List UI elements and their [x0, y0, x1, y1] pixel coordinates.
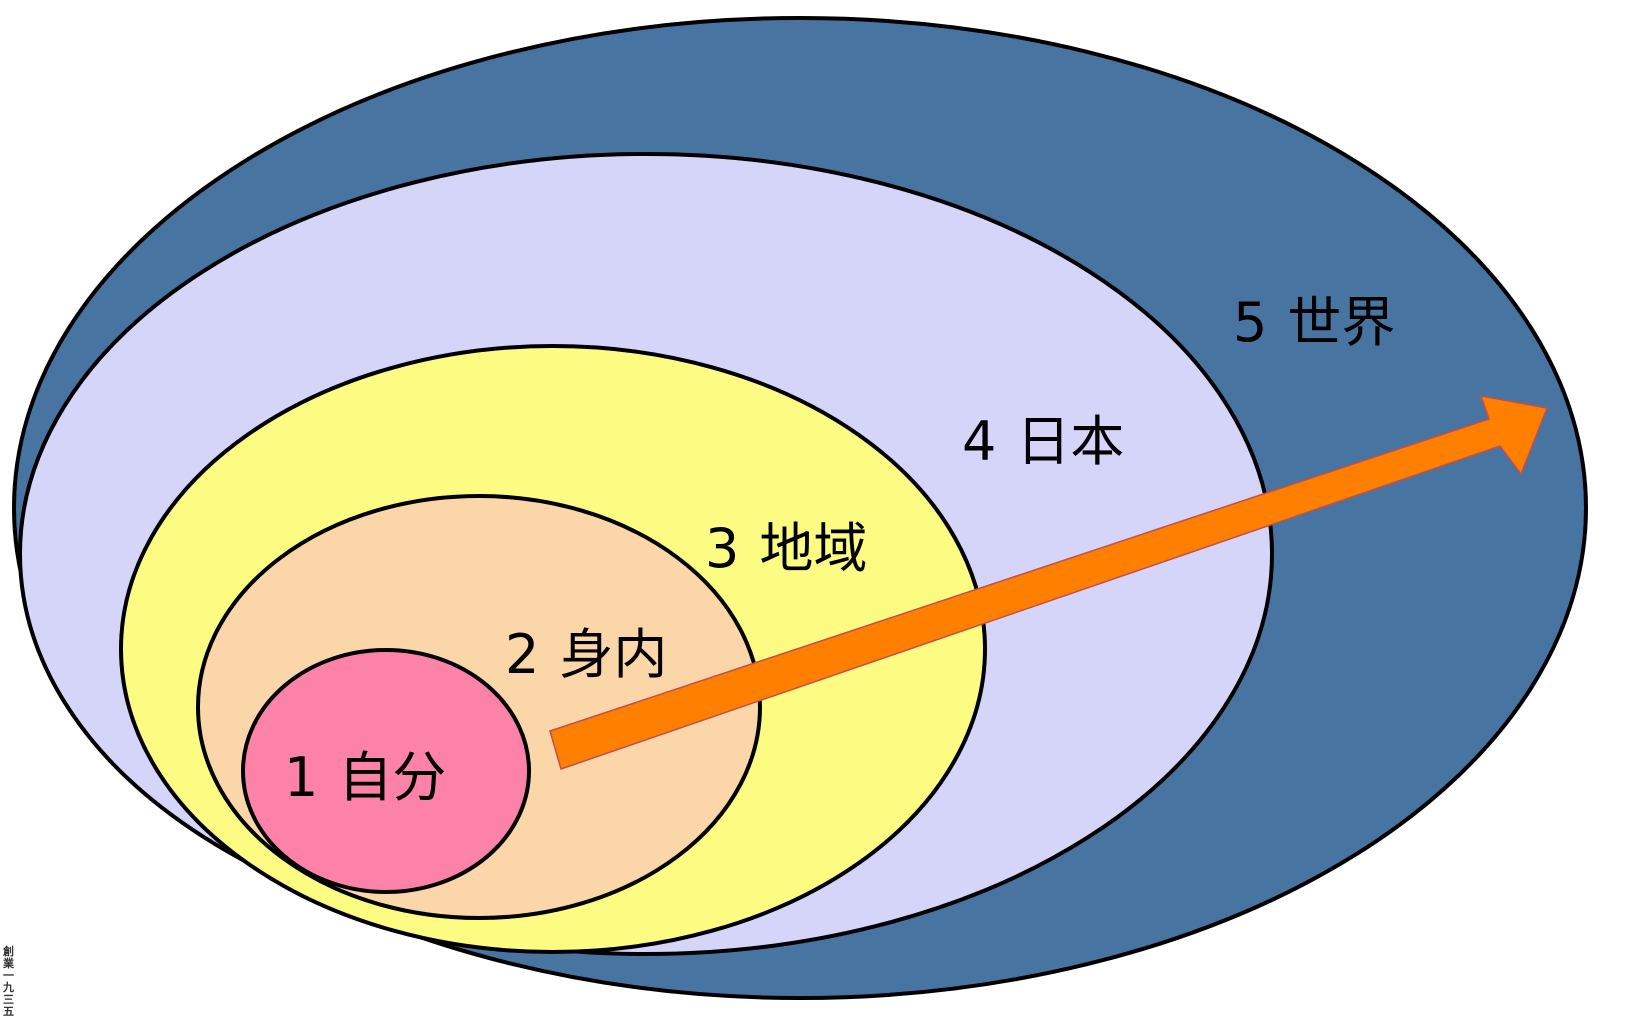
stamp-char: 三: [3, 993, 14, 1006]
label-level-5-world: 5 世界: [1233, 291, 1395, 354]
stamp-char: 一: [3, 969, 14, 982]
stamp-char: 創: [2, 944, 14, 958]
label-level-2-family: 2 身内: [505, 623, 667, 686]
stamp-char: 業: [2, 956, 15, 970]
label-level-4-japan: 4 日本: [962, 410, 1124, 473]
stamp-char: 五: [3, 1005, 14, 1018]
stamp-char: 九: [2, 980, 14, 994]
ellipse-level-1-self: [241, 648, 531, 894]
label-level-1-self: 1 自分: [284, 746, 446, 809]
expansion-arrow: [549, 395, 1549, 770]
label-level-3-region: 3 地域: [705, 517, 867, 580]
